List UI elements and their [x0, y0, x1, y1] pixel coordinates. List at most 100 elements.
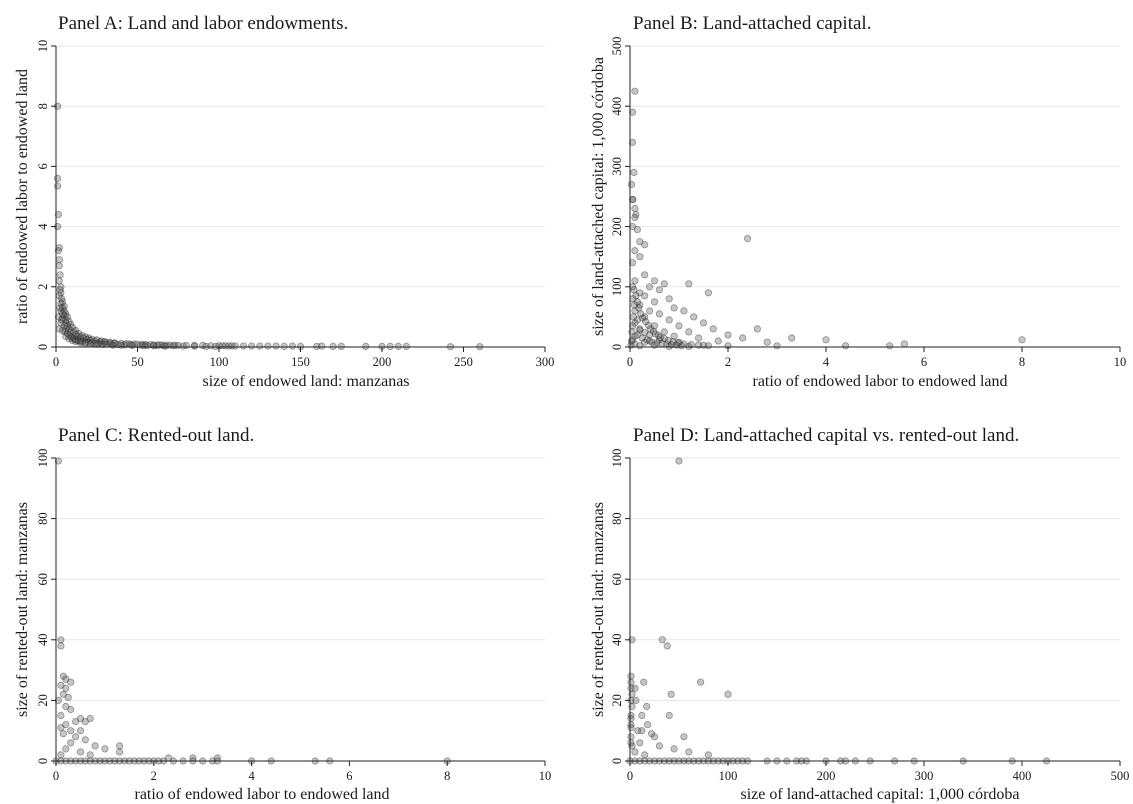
panel-d-point — [643, 720, 652, 729]
panel-b-point — [633, 298, 642, 306]
panel-d-point — [627, 711, 635, 720]
panel-b-point — [685, 342, 693, 350]
panel-c-point — [59, 690, 67, 698]
panel-b-y-tick-label: 100 — [610, 277, 624, 296]
panel-a-point — [99, 340, 107, 349]
panel-a-point — [394, 342, 402, 350]
panel-c-x-tick-label: 2 — [151, 769, 157, 783]
panel-a-point — [53, 174, 62, 182]
panel-a-point — [54, 247, 63, 255]
panel-d-point — [627, 733, 635, 741]
panel-a-point — [146, 340, 155, 349]
panel-a-point — [76, 333, 85, 341]
panel-b-point — [629, 313, 638, 321]
panel-a-point — [101, 338, 109, 347]
panel-d-point — [670, 745, 678, 753]
panel-b-point — [680, 307, 688, 315]
panel-b-point — [670, 332, 678, 340]
panel-b-point — [641, 328, 649, 337]
panel-a-point — [280, 342, 288, 350]
panel-a-point — [57, 283, 65, 291]
panel-b-point — [631, 277, 639, 285]
panel-b-point — [642, 318, 650, 326]
panel-d: Panel D: Land-attached capital vs. rente… — [590, 425, 1129, 803]
panel-a-point — [68, 334, 76, 342]
panel-b-x-tick-label: 0 — [627, 355, 633, 369]
panel-a-point — [62, 332, 70, 341]
panel-a-point — [142, 340, 150, 349]
panel-a-point — [78, 337, 86, 346]
panel-a-point — [98, 337, 106, 345]
panel-a-point — [158, 341, 166, 349]
panel-d-x-tick-label: 100 — [719, 769, 738, 783]
panel-a-point — [313, 342, 321, 350]
panel-a-point — [83, 335, 91, 344]
panel-d-y-tick-label: 60 — [610, 573, 624, 586]
panel-a-xlabel: size of endowed land: manzanas — [202, 373, 409, 390]
panel-c-y-tick-label: 60 — [36, 573, 50, 586]
panel-a-point — [73, 336, 81, 344]
panel-b-point — [660, 328, 668, 336]
panel-a-point — [72, 335, 80, 344]
panel-b-point — [633, 331, 642, 339]
panel-b-xlabel: ratio of endowed labor to endowed land — [752, 373, 1007, 390]
panel-a-point — [57, 299, 65, 307]
panel-d-point — [631, 748, 639, 756]
panel-c-point — [62, 745, 70, 753]
panel-a-title: Panel A: Land and labor endowments. — [58, 13, 348, 34]
panel-a-point — [120, 341, 129, 349]
panel-b-point — [724, 331, 732, 339]
panel-c-point — [64, 693, 72, 702]
panel-b-point — [694, 334, 703, 342]
panel-c-point — [91, 742, 99, 750]
panel-b: Panel B: Land-attached capital. 0 2 4 6 8 100… — [590, 13, 1126, 390]
panel-a-point — [81, 333, 89, 341]
panel-b-point — [660, 280, 668, 288]
panel-c-x-tick-label: 4 — [248, 769, 255, 783]
panel-a-point — [63, 329, 72, 338]
panel-a-point — [61, 328, 69, 336]
panel-c-point — [76, 714, 85, 723]
panel-c-point — [57, 711, 65, 720]
panel-c-point — [76, 748, 85, 756]
panel-b-point — [627, 180, 636, 189]
panel-b-point — [704, 289, 713, 297]
panel-c-point — [116, 748, 124, 756]
panel-a-point — [56, 304, 64, 312]
panel-b-point — [753, 325, 762, 333]
panel-b-point — [631, 247, 639, 255]
panel-a-point — [60, 311, 68, 319]
panel-a-point — [58, 304, 67, 312]
panel-b-point — [690, 313, 698, 321]
panel-a-point — [65, 317, 73, 325]
panel-a-ylabel: ratio of endowed labor to endowed land — [14, 69, 31, 324]
panel-c-point — [76, 727, 85, 735]
panel-d-point — [680, 733, 688, 741]
panel-c: Panel C: Rented-out land. 0 2 4 6 8 100204060… — [14, 425, 551, 803]
panel-c-point — [81, 736, 89, 744]
panel-d-point — [631, 684, 639, 692]
panel-d-point — [667, 690, 675, 698]
panel-a-point — [67, 320, 75, 328]
panel-b-point — [635, 304, 643, 312]
panel-d-y-tick-label: 80 — [610, 512, 624, 525]
panel-a-point — [85, 338, 93, 347]
panel-b-point — [743, 235, 752, 243]
panel-b-point — [900, 340, 909, 348]
panel-a-y-tick-label: 4 — [36, 223, 50, 230]
panel-a-point — [101, 337, 109, 346]
panel-c-point — [57, 636, 65, 644]
panel-b-point — [645, 283, 654, 291]
panel-b-x-tick-label: 8 — [1019, 355, 1025, 369]
panel-d-point — [650, 733, 659, 741]
panel-b-point — [643, 336, 651, 344]
panel-a-point — [86, 340, 94, 348]
panel-a-point — [264, 342, 272, 350]
panel-a-point — [73, 332, 81, 340]
panel-b-point — [636, 238, 644, 246]
panel-b-point — [633, 226, 642, 234]
panel-a-point — [76, 339, 85, 347]
panel-a-point — [57, 289, 65, 297]
panel-a-point — [179, 342, 187, 350]
panel-a-point — [65, 325, 73, 333]
